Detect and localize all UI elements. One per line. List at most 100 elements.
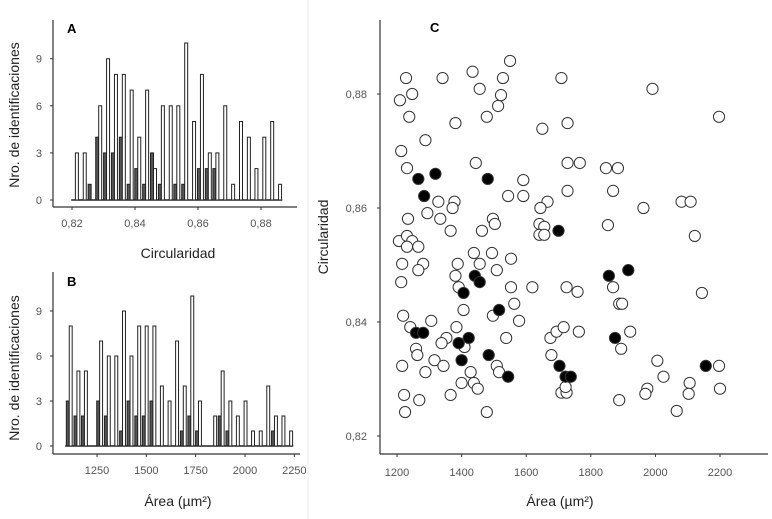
scatter-point-open <box>467 246 480 260</box>
bar-white <box>207 152 212 201</box>
scatter-point-open <box>444 388 457 402</box>
scatter-point-filled <box>457 286 470 300</box>
bar-white <box>273 415 278 447</box>
bar-white <box>99 340 104 447</box>
scatter-point-filled <box>482 348 495 362</box>
scatter-point-filled <box>429 167 442 180</box>
scatter-point-open <box>419 134 432 147</box>
scatter-point-open <box>713 382 727 395</box>
bar-white <box>106 355 111 447</box>
scatter-point-open <box>436 71 449 85</box>
scatter-point-open <box>606 281 620 294</box>
scatter-point-open <box>403 110 416 123</box>
y-tick-label: 6 <box>36 101 42 113</box>
scatter-point-open <box>406 87 419 101</box>
scatter-point-filled <box>452 336 465 350</box>
scatter-point-open <box>471 382 484 395</box>
scatter-point-open <box>561 116 574 130</box>
scatter-point-open <box>412 240 425 253</box>
bar-white <box>213 415 218 447</box>
x-axis-label-c: Área (µm²) <box>526 493 593 509</box>
x-tick-label: 1250 <box>85 465 109 477</box>
bar-white <box>113 73 118 201</box>
scatter-point-open <box>615 342 628 355</box>
scatter-point-open <box>646 82 659 95</box>
scatter-point-open <box>475 224 489 237</box>
scatter-point-open <box>469 156 482 170</box>
scatter-point-open <box>421 207 434 220</box>
y-tick-label: 0,88 <box>346 89 367 101</box>
y-axis-label-a: Nro. de identificaciones <box>6 42 22 188</box>
y-tick-label: 3 <box>36 148 42 160</box>
x-tick-label: 0,86 <box>187 218 208 230</box>
bar-white <box>254 168 259 201</box>
scatter-point-open <box>449 116 462 130</box>
bar-white <box>137 325 142 447</box>
scatter-point-open <box>683 376 696 390</box>
scatter-point-open <box>613 393 626 407</box>
scatter-point-open <box>555 71 568 85</box>
scatter-point-open <box>624 325 637 338</box>
scatter-point-open <box>401 212 415 225</box>
scatter-point-filled <box>552 224 565 237</box>
scatter-point-open <box>502 189 515 203</box>
bar-white <box>129 355 134 447</box>
scatter-point-filled <box>462 331 475 345</box>
bar-white <box>159 385 164 447</box>
scatter-point-open <box>455 376 468 390</box>
y-tick-label: 0,84 <box>346 317 367 329</box>
scatter-point-open <box>480 405 493 419</box>
x-tick-label: 0,84 <box>124 218 145 230</box>
bar-white <box>266 385 271 447</box>
bar-white <box>74 152 79 201</box>
y-tick-label: 0 <box>36 195 42 207</box>
scatter-point-open <box>637 201 650 215</box>
scatter-point-open <box>571 285 584 298</box>
bar-white <box>251 430 256 447</box>
scatter-point-filled <box>412 172 425 186</box>
x-tick-label: 1750 <box>183 465 207 477</box>
scatter-point-filled <box>481 172 494 186</box>
y-tick-label: 9 <box>36 306 42 318</box>
scatter-point-open <box>432 195 445 208</box>
x-tick-label: 2200 <box>708 467 732 479</box>
bar-white <box>289 430 294 447</box>
scatter-point-filled <box>553 359 566 372</box>
scatter-point-open <box>508 297 521 310</box>
bar-white <box>262 136 267 201</box>
y-axis-label-b: Nro. de identificaciones <box>6 295 22 441</box>
bar-white <box>122 310 126 447</box>
scatter-point-open <box>651 354 664 367</box>
bar-white <box>68 325 73 447</box>
bar-white <box>281 415 286 447</box>
scatter-point-open <box>395 144 408 158</box>
scatter-point-open <box>450 321 463 334</box>
scatter-point-open <box>485 246 499 260</box>
panel-label-b: B <box>67 274 76 289</box>
scatter-point-open <box>500 331 513 345</box>
bar-white <box>175 340 180 447</box>
scatter-point-open <box>434 212 447 225</box>
bar-white <box>121 73 126 201</box>
bar-dark <box>87 183 92 201</box>
scatter-point-open <box>639 387 652 400</box>
x-axis-label-a: Circularidad <box>141 245 216 261</box>
bar-white <box>215 152 220 201</box>
bar-white <box>235 415 240 447</box>
scatter-point-filled <box>602 269 615 282</box>
scatter-point-open <box>534 201 547 215</box>
bar-white <box>198 400 202 447</box>
scatter-point-filled <box>417 326 430 339</box>
bar-white <box>246 136 251 201</box>
scatter-point-open <box>657 370 670 383</box>
scatter-point-open <box>572 325 585 338</box>
scatter-point-filled <box>492 303 506 317</box>
scatter-point-filled <box>564 370 577 383</box>
bar-white <box>167 400 172 447</box>
scatter-point-open <box>503 54 517 68</box>
scatter-point-open <box>451 257 464 270</box>
x-tick-label: 1600 <box>514 467 538 479</box>
scatter-point-open <box>573 156 586 170</box>
histogram-circularity-panel: A Circularidad Nro. de identificaciones … <box>6 20 297 261</box>
